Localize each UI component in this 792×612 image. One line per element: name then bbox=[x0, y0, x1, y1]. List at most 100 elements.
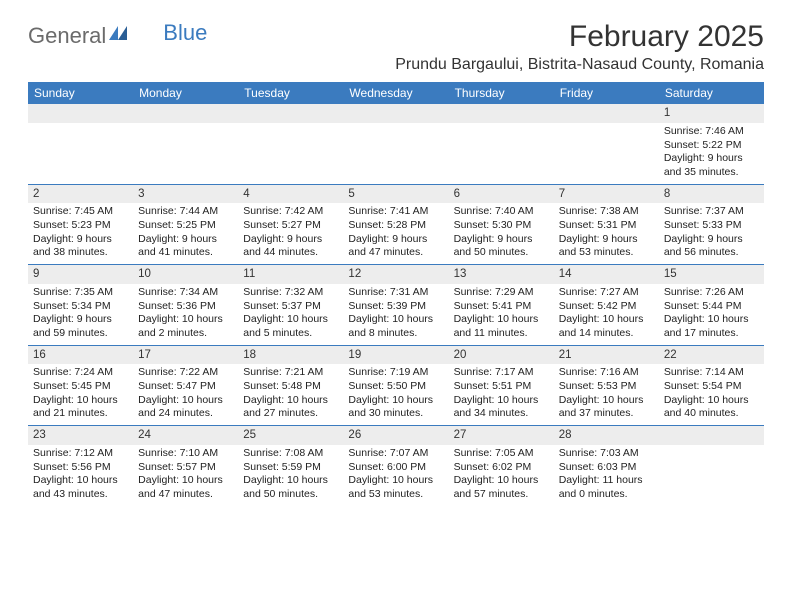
day-details: Sunrise: 7:35 AMSunset: 5:34 PMDaylight:… bbox=[28, 284, 133, 345]
day-details: Sunrise: 7:16 AMSunset: 5:53 PMDaylight:… bbox=[554, 364, 659, 425]
daylight-text: Daylight: 10 hours and 24 minutes. bbox=[138, 394, 233, 421]
sunrise-text: Sunrise: 7:46 AM bbox=[664, 125, 759, 139]
day-number: 4 bbox=[238, 185, 343, 204]
day-number: 26 bbox=[343, 426, 448, 445]
sunset-text: Sunset: 5:48 PM bbox=[243, 380, 338, 394]
day-number: 15 bbox=[659, 265, 764, 284]
sunset-text: Sunset: 5:36 PM bbox=[138, 300, 233, 314]
daylight-text: Daylight: 10 hours and 30 minutes. bbox=[348, 394, 443, 421]
sunset-text: Sunset: 5:50 PM bbox=[348, 380, 443, 394]
day-details: Sunrise: 7:44 AMSunset: 5:25 PMDaylight:… bbox=[133, 203, 238, 264]
daylight-text: Daylight: 10 hours and 43 minutes. bbox=[33, 474, 128, 501]
day-details: Sunrise: 7:42 AMSunset: 5:27 PMDaylight:… bbox=[238, 203, 343, 264]
logo-triangle-icon bbox=[109, 20, 127, 46]
calendar-cell: 23Sunrise: 7:12 AMSunset: 5:56 PMDayligh… bbox=[28, 426, 133, 506]
sunrise-text: Sunrise: 7:34 AM bbox=[138, 286, 233, 300]
sunrise-text: Sunrise: 7:16 AM bbox=[559, 366, 654, 380]
calendar-cell bbox=[449, 104, 554, 184]
daylight-text: Daylight: 10 hours and 2 minutes. bbox=[138, 313, 233, 340]
daylight-text: Daylight: 9 hours and 41 minutes. bbox=[138, 233, 233, 260]
daylight-text: Daylight: 9 hours and 56 minutes. bbox=[664, 233, 759, 260]
sunset-text: Sunset: 5:51 PM bbox=[454, 380, 549, 394]
sunset-text: Sunset: 5:44 PM bbox=[664, 300, 759, 314]
sunset-text: Sunset: 5:33 PM bbox=[664, 219, 759, 233]
calendar-cell: 7Sunrise: 7:38 AMSunset: 5:31 PMDaylight… bbox=[554, 185, 659, 265]
day-details: Sunrise: 7:26 AMSunset: 5:44 PMDaylight:… bbox=[659, 284, 764, 345]
day-details: Sunrise: 7:32 AMSunset: 5:37 PMDaylight:… bbox=[238, 284, 343, 345]
calendar-cell: 16Sunrise: 7:24 AMSunset: 5:45 PMDayligh… bbox=[28, 346, 133, 426]
calendar-cell bbox=[238, 104, 343, 184]
daylight-text: Daylight: 9 hours and 44 minutes. bbox=[243, 233, 338, 260]
logo-text-blue: Blue bbox=[163, 20, 207, 46]
day-details: Sunrise: 7:21 AMSunset: 5:48 PMDaylight:… bbox=[238, 364, 343, 425]
calendar-cell: 24Sunrise: 7:10 AMSunset: 5:57 PMDayligh… bbox=[133, 426, 238, 506]
calendar-cell: 18Sunrise: 7:21 AMSunset: 5:48 PMDayligh… bbox=[238, 346, 343, 426]
day-number: 9 bbox=[28, 265, 133, 284]
calendar-cell: 19Sunrise: 7:19 AMSunset: 5:50 PMDayligh… bbox=[343, 346, 448, 426]
sunrise-text: Sunrise: 7:26 AM bbox=[664, 286, 759, 300]
sunrise-text: Sunrise: 7:29 AM bbox=[454, 286, 549, 300]
sunrise-text: Sunrise: 7:07 AM bbox=[348, 447, 443, 461]
sunset-text: Sunset: 5:37 PM bbox=[243, 300, 338, 314]
day-details: Sunrise: 7:31 AMSunset: 5:39 PMDaylight:… bbox=[343, 284, 448, 345]
sunrise-text: Sunrise: 7:19 AM bbox=[348, 366, 443, 380]
col-friday: Friday bbox=[554, 82, 659, 104]
daylight-text: Daylight: 9 hours and 50 minutes. bbox=[454, 233, 549, 260]
col-wednesday: Wednesday bbox=[343, 82, 448, 104]
day-number: 18 bbox=[238, 346, 343, 365]
calendar-cell: 14Sunrise: 7:27 AMSunset: 5:42 PMDayligh… bbox=[554, 265, 659, 345]
daylight-text: Daylight: 10 hours and 11 minutes. bbox=[454, 313, 549, 340]
daylight-text: Daylight: 9 hours and 38 minutes. bbox=[33, 233, 128, 260]
day-number: 24 bbox=[133, 426, 238, 445]
col-tuesday: Tuesday bbox=[238, 82, 343, 104]
daylight-text: Daylight: 10 hours and 34 minutes. bbox=[454, 394, 549, 421]
day-number: 8 bbox=[659, 185, 764, 204]
location: Prundu Bargaului, Bistrita-Nasaud County… bbox=[395, 56, 764, 74]
day-number: 13 bbox=[449, 265, 554, 284]
day-number: 19 bbox=[343, 346, 448, 365]
calendar-cell: 17Sunrise: 7:22 AMSunset: 5:47 PMDayligh… bbox=[133, 346, 238, 426]
daylight-text: Daylight: 10 hours and 8 minutes. bbox=[348, 313, 443, 340]
calendar-row: 1Sunrise: 7:46 AMSunset: 5:22 PMDaylight… bbox=[28, 104, 764, 184]
daylight-text: Daylight: 10 hours and 17 minutes. bbox=[664, 313, 759, 340]
col-sunday: Sunday bbox=[28, 82, 133, 104]
logo-text-general: General bbox=[28, 23, 106, 49]
sunrise-text: Sunrise: 7:14 AM bbox=[664, 366, 759, 380]
daylight-text: Daylight: 10 hours and 27 minutes. bbox=[243, 394, 338, 421]
day-details: Sunrise: 7:12 AMSunset: 5:56 PMDaylight:… bbox=[28, 445, 133, 506]
day-number: 21 bbox=[554, 346, 659, 365]
day-number: 17 bbox=[133, 346, 238, 365]
calendar-cell: 2Sunrise: 7:45 AMSunset: 5:23 PMDaylight… bbox=[28, 185, 133, 265]
day-number: 14 bbox=[554, 265, 659, 284]
day-details: Sunrise: 7:08 AMSunset: 5:59 PMDaylight:… bbox=[238, 445, 343, 506]
daylight-text: Daylight: 9 hours and 53 minutes. bbox=[559, 233, 654, 260]
calendar-cell: 12Sunrise: 7:31 AMSunset: 5:39 PMDayligh… bbox=[343, 265, 448, 345]
calendar-cell: 4Sunrise: 7:42 AMSunset: 5:27 PMDaylight… bbox=[238, 185, 343, 265]
day-details: Sunrise: 7:34 AMSunset: 5:36 PMDaylight:… bbox=[133, 284, 238, 345]
day-number bbox=[28, 104, 133, 123]
day-number bbox=[343, 104, 448, 123]
day-number: 6 bbox=[449, 185, 554, 204]
sunset-text: Sunset: 6:00 PM bbox=[348, 461, 443, 475]
daylight-text: Daylight: 10 hours and 21 minutes. bbox=[33, 394, 128, 421]
sunrise-text: Sunrise: 7:21 AM bbox=[243, 366, 338, 380]
calendar-cell: 1Sunrise: 7:46 AMSunset: 5:22 PMDaylight… bbox=[659, 104, 764, 184]
day-number bbox=[449, 104, 554, 123]
calendar-cell: 28Sunrise: 7:03 AMSunset: 6:03 PMDayligh… bbox=[554, 426, 659, 506]
day-details: Sunrise: 7:17 AMSunset: 5:51 PMDaylight:… bbox=[449, 364, 554, 425]
day-number bbox=[238, 104, 343, 123]
col-thursday: Thursday bbox=[449, 82, 554, 104]
sunrise-text: Sunrise: 7:35 AM bbox=[33, 286, 128, 300]
day-number: 28 bbox=[554, 426, 659, 445]
sunset-text: Sunset: 5:53 PM bbox=[559, 380, 654, 394]
sunrise-text: Sunrise: 7:24 AM bbox=[33, 366, 128, 380]
day-number: 22 bbox=[659, 346, 764, 365]
calendar-row: 16Sunrise: 7:24 AMSunset: 5:45 PMDayligh… bbox=[28, 345, 764, 426]
sunset-text: Sunset: 5:28 PM bbox=[348, 219, 443, 233]
daylight-text: Daylight: 9 hours and 35 minutes. bbox=[664, 152, 759, 179]
sunrise-text: Sunrise: 7:08 AM bbox=[243, 447, 338, 461]
day-number: 11 bbox=[238, 265, 343, 284]
calendar-cell: 3Sunrise: 7:44 AMSunset: 5:25 PMDaylight… bbox=[133, 185, 238, 265]
sunrise-text: Sunrise: 7:12 AM bbox=[33, 447, 128, 461]
daylight-text: Daylight: 10 hours and 40 minutes. bbox=[664, 394, 759, 421]
